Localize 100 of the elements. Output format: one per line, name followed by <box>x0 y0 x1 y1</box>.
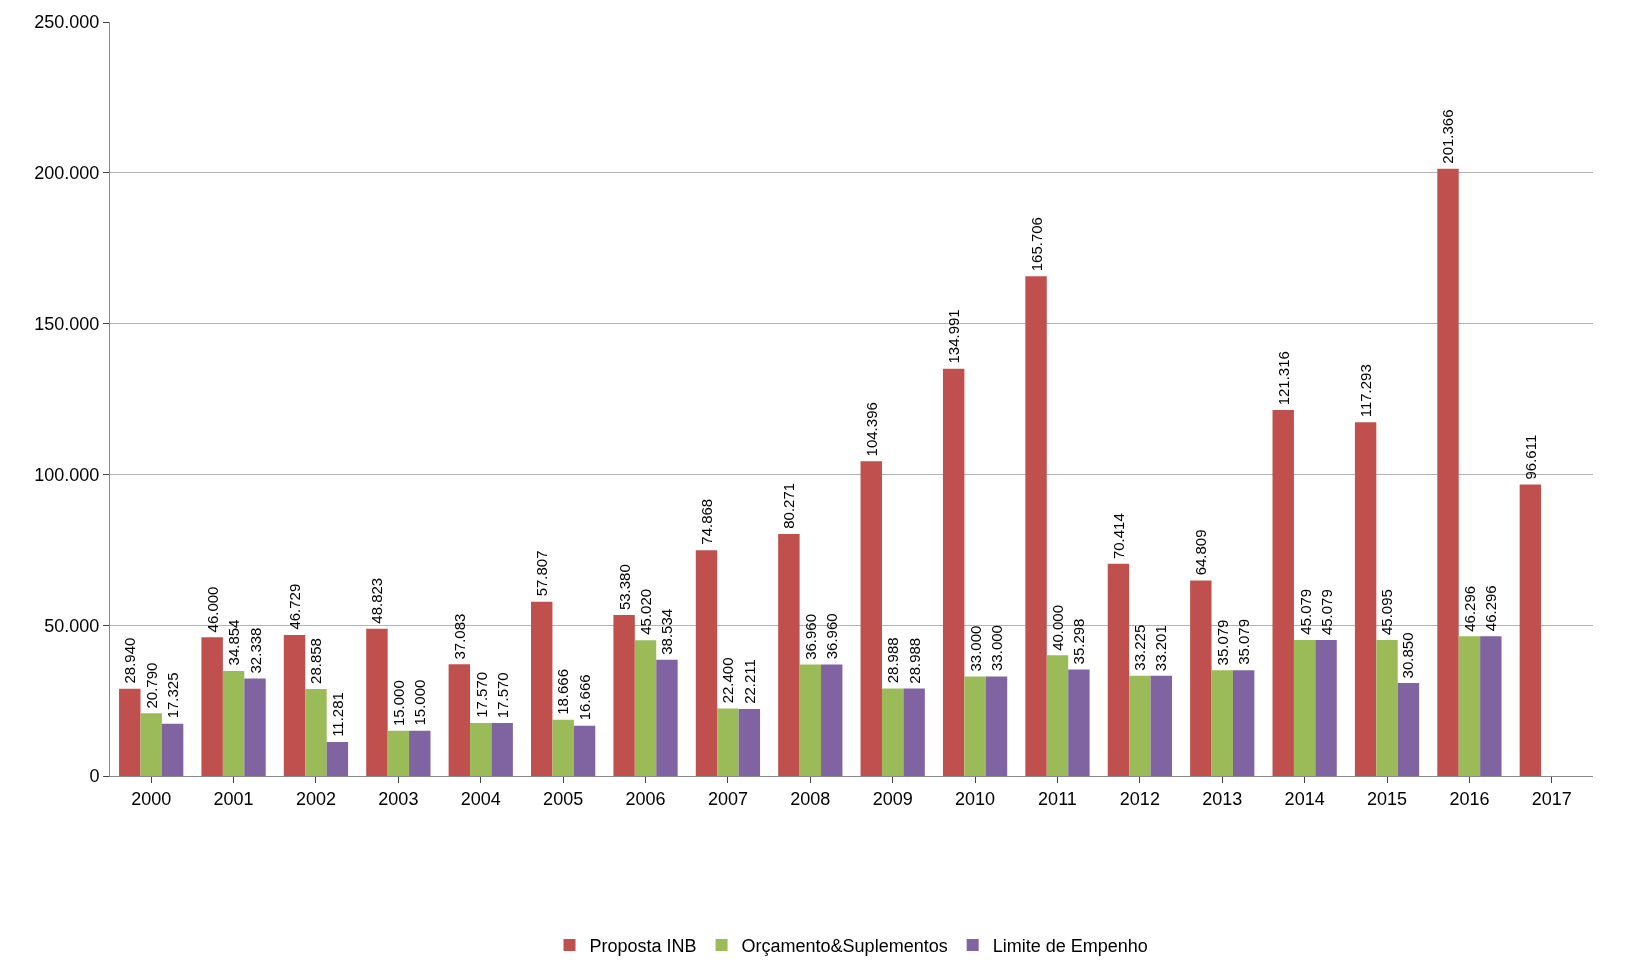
data-label: 104.396 <box>863 402 881 457</box>
bar <box>1190 580 1212 776</box>
x-tick-label: 2007 <box>707 788 748 809</box>
x-tick-label: 2006 <box>625 788 666 809</box>
x-tick-label: 2000 <box>131 788 172 809</box>
data-label: 32.338 <box>246 627 264 674</box>
bar <box>387 730 410 776</box>
data-label: 17.325 <box>163 672 181 719</box>
data-label: 134.991 <box>944 309 962 364</box>
bar <box>1354 422 1377 776</box>
bar <box>738 709 761 776</box>
data-label: 38.534 <box>658 608 676 655</box>
bar <box>881 688 904 776</box>
data-label: 45.095 <box>1378 589 1396 636</box>
bar <box>140 713 162 776</box>
legend-label: Limite de Empenho <box>992 936 1148 957</box>
bar <box>1150 675 1172 776</box>
bar <box>470 723 492 776</box>
bar <box>119 688 141 776</box>
data-label: 20.790 <box>142 662 160 709</box>
bar <box>1458 636 1481 776</box>
data-label: 33.000 <box>988 625 1006 671</box>
bar <box>326 741 349 776</box>
bar <box>222 670 245 776</box>
x-tick-label: 2003 <box>378 788 419 809</box>
data-label: 22.400 <box>719 657 737 704</box>
bar <box>799 664 822 776</box>
bar <box>573 725 596 776</box>
bar <box>860 461 882 776</box>
bar <box>942 368 965 776</box>
data-label: 11.281 <box>328 692 346 737</box>
data-label: 45.079 <box>1296 588 1314 635</box>
x-tick-label: 2008 <box>790 788 831 809</box>
y-tick-label: 0 <box>89 766 100 787</box>
x-tick-label: 2004 <box>460 788 501 809</box>
data-label: 35.298 <box>1070 618 1088 665</box>
data-label: 121.316 <box>1275 351 1293 406</box>
data-label: 28.940 <box>121 637 139 684</box>
bar <box>552 719 574 776</box>
data-label: 45.020 <box>637 588 655 635</box>
data-label: 28.858 <box>307 638 325 684</box>
data-label: 15.000 <box>411 679 429 726</box>
bar <box>244 678 266 776</box>
bar <box>903 688 925 776</box>
bar <box>448 664 471 776</box>
bar <box>305 688 327 776</box>
bar <box>1293 640 1316 776</box>
data-label: 17.570 <box>494 672 512 719</box>
data-label: 117.293 <box>1356 364 1374 418</box>
bar <box>161 723 184 776</box>
data-label: 37.083 <box>451 613 469 660</box>
bar <box>1397 682 1420 776</box>
x-tick-label: 2016 <box>1449 788 1490 809</box>
data-label: 80.271 <box>779 482 797 529</box>
y-tick-label: 200.000 <box>34 163 100 184</box>
x-tick-label: 2015 <box>1367 788 1408 809</box>
data-label: 16.666 <box>575 674 593 721</box>
y-tick-label: 100.000 <box>34 464 100 485</box>
bar <box>964 676 986 776</box>
bar <box>531 601 553 776</box>
data-label: 15.000 <box>389 680 407 727</box>
bar <box>1211 670 1233 776</box>
bar <box>613 615 635 776</box>
data-label: 30.850 <box>1399 632 1417 679</box>
data-label: 46.000 <box>203 586 221 633</box>
data-label: 165.706 <box>1027 217 1045 272</box>
bar <box>717 708 739 776</box>
x-tick-label: 2014 <box>1284 788 1325 809</box>
data-label: 28.988 <box>884 637 902 684</box>
bar <box>1480 636 1502 776</box>
data-label: 36.960 <box>823 613 841 660</box>
data-label: 53.380 <box>616 564 634 611</box>
data-label: 35.079 <box>1214 619 1232 666</box>
bar <box>1272 410 1294 776</box>
x-tick-label: 2010 <box>955 788 996 809</box>
bar <box>366 628 388 776</box>
legend-label: Proposta INB <box>589 936 697 957</box>
data-label: 201.366 <box>1439 109 1457 164</box>
y-tick-label: 50.000 <box>44 615 100 636</box>
data-label: 40.000 <box>1049 604 1067 651</box>
data-label: 33.201 <box>1152 625 1170 672</box>
data-label: 46.296 <box>1461 585 1479 632</box>
x-tick-label: 2012 <box>1119 788 1160 809</box>
bar <box>1068 669 1090 776</box>
data-label: 48.823 <box>368 577 386 624</box>
bar <box>1232 670 1255 776</box>
bar <box>1107 563 1130 776</box>
data-label: 35.079 <box>1235 618 1253 665</box>
data-label: 57.807 <box>533 550 551 597</box>
bar <box>1046 655 1069 776</box>
legend-label: Orçamento&Suplementos <box>741 936 948 957</box>
bar <box>491 723 513 776</box>
bar <box>821 664 843 776</box>
bar <box>201 637 223 776</box>
y-tick-label: 250.000 <box>34 12 100 33</box>
x-tick-label: 2002 <box>295 788 336 809</box>
bar <box>985 676 1008 776</box>
data-label: 33.225 <box>1131 624 1149 671</box>
data-label: 17.570 <box>472 671 490 718</box>
x-tick-label: 2011 <box>1038 788 1077 809</box>
